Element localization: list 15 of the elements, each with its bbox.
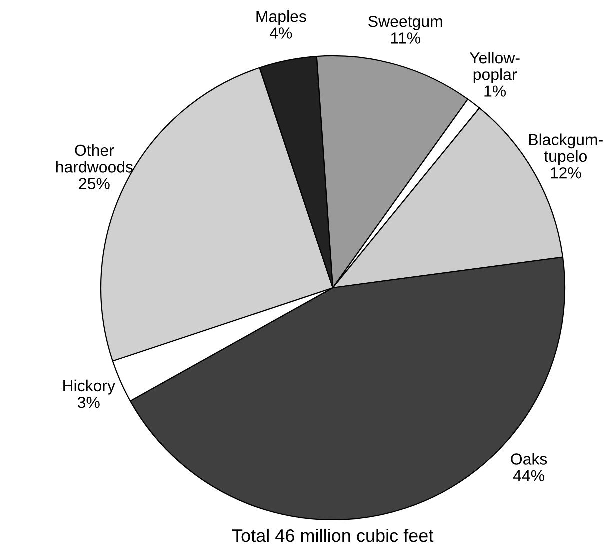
data-label: 3%	[78, 396, 100, 408]
slice-label: Maples	[256, 10, 306, 26]
slice-label: Blackgum- tupelo	[529, 134, 603, 166]
slice-label: Other hardwoods	[56, 144, 133, 173]
data-label: 25%	[79, 178, 110, 190]
data-label: 11%	[391, 32, 420, 44]
data-label: 44%	[513, 470, 544, 482]
slice-label: Hickory	[64, 380, 116, 395]
slice-label: Sweetgum	[368, 16, 442, 30]
text: Total 46 million cubic feet	[232, 528, 434, 542]
data-label: 4%	[270, 28, 292, 39]
slice-label: Oaks	[511, 453, 548, 465]
data-label: 1%	[484, 86, 506, 97]
slice-label: Yellow- poplar	[470, 52, 520, 84]
data-label: 12%	[551, 167, 582, 179]
